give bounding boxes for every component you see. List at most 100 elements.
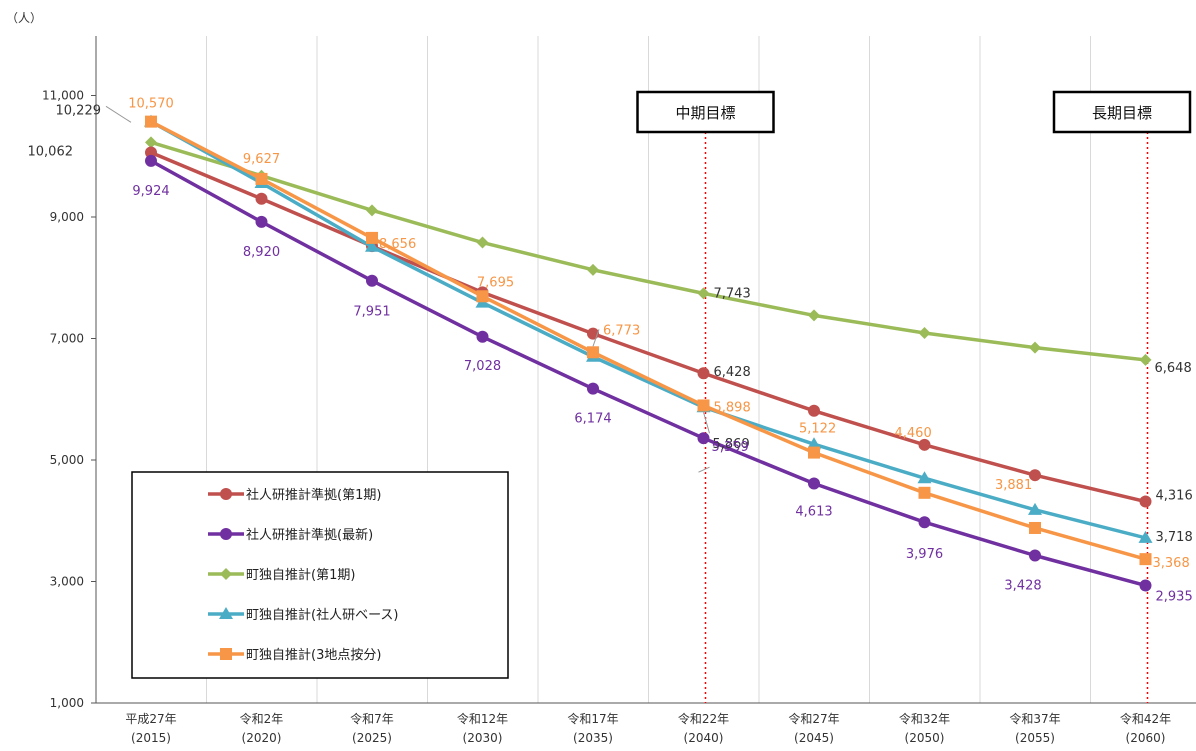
target-label: 長期目標 [1092, 104, 1152, 122]
x-tick-label: 令和32年 [899, 711, 950, 726]
axes: 1,000 3,000 5,000 7,000 9,000 11,000 平成27年 (201… [42, 36, 1196, 745]
data-point [145, 136, 157, 149]
legend-label: 町独自推計(3地点按分) [246, 647, 381, 663]
series-line [150, 159, 1146, 588]
legend-marker [220, 488, 232, 500]
series-line [150, 120, 1146, 561]
data-point [1139, 353, 1152, 366]
legend: 社人研推計準拠(第1期) 社人研推計準拠(最新) 町独自推計(第1期) 町独自推計(社… [131, 471, 509, 679]
data-label: 7,951 [353, 305, 390, 320]
data-label: 6,773 [603, 323, 640, 338]
data-point [918, 438, 931, 451]
data-label: 7,028 [464, 359, 501, 374]
data-point [365, 239, 379, 252]
series-line [150, 120, 1146, 540]
data-point [1029, 549, 1041, 562]
data-point [587, 382, 599, 395]
x-tick-year: (2015) [131, 731, 171, 745]
x-tick-label: 平成27年 [125, 712, 176, 726]
data-point [366, 274, 378, 287]
data-label: 6,174 [574, 412, 611, 427]
data-point [697, 432, 710, 445]
data-point [807, 437, 821, 450]
data-point [1029, 341, 1041, 354]
grid [206, 36, 1091, 703]
y-tick-label: 1,000 [50, 696, 84, 710]
data-label: 3,881 [995, 478, 1032, 493]
x-tick-year: (2045) [794, 731, 834, 745]
data-label: 10,062 [28, 144, 74, 159]
leader-line [105, 105, 132, 123]
data-point [697, 399, 710, 412]
data-label: 10,229 [56, 103, 102, 118]
data-label: 5,122 [799, 422, 836, 437]
series-4 [145, 115, 1152, 566]
data-point [255, 192, 268, 205]
legend-label: 町独自推計(社人研ベース) [246, 607, 399, 623]
x-tick-label: 令和17年 [567, 711, 618, 726]
data-point [918, 486, 931, 499]
data-label: 5,898 [714, 400, 751, 415]
x-tick-label: 令和12年 [457, 711, 508, 726]
data-point [1028, 502, 1042, 515]
x-tick-label: 令和42年 [1120, 711, 1171, 726]
data-point [808, 309, 820, 322]
data-point [697, 287, 710, 300]
data-point [587, 346, 599, 359]
data-label: 7,743 [714, 286, 751, 301]
data-label: 5,359 [712, 440, 749, 455]
data-label: 6,648 [1155, 361, 1192, 376]
y-tick-label: 5,000 [50, 453, 84, 467]
target-label: 中期目標 [675, 104, 735, 122]
series-lines [144, 114, 1153, 592]
x-tick-label: 令和37年 [1009, 711, 1060, 726]
y-unit-label: （人） [6, 11, 42, 25]
legend-label: 社人研推計準拠(最新) [246, 527, 373, 543]
legend-box [131, 471, 509, 679]
series-1 [145, 154, 1152, 592]
data-label: 6,428 [714, 365, 751, 380]
data-point [1139, 553, 1152, 566]
series-line [150, 140, 1146, 362]
data-label: 7,695 [477, 275, 514, 290]
x-tick-year: (2050) [905, 731, 945, 745]
legend-label: 社人研推計準拠(第1期) [246, 487, 381, 503]
data-point [917, 471, 932, 484]
data-point [476, 330, 489, 343]
series-2 [145, 136, 1152, 366]
legend-marker [220, 648, 232, 660]
data-label: 4,613 [795, 505, 832, 520]
legend-marker [220, 528, 232, 540]
leader-line [703, 412, 710, 434]
data-point [808, 446, 820, 459]
data-label: 2,935 [1156, 589, 1193, 604]
data-label: 8,656 [379, 237, 416, 252]
x-tick-year: (2040) [684, 731, 724, 745]
data-point [1029, 469, 1041, 482]
x-tick-year: (2060) [1126, 731, 1166, 745]
data-point [1139, 495, 1152, 508]
data-label: 10,570 [128, 97, 174, 112]
data-labels: 10,570 10,229 10,062 9,924 9,627 8,920 8,656 7,… [28, 97, 1193, 605]
data-label: 8,920 [243, 245, 280, 260]
leader-line [592, 329, 600, 347]
data-label: 3,976 [906, 547, 943, 562]
data-label: 5,869 [713, 437, 750, 452]
x-tick-year: (2020) [242, 731, 282, 745]
data-point [145, 115, 157, 128]
data-point [587, 263, 599, 276]
data-label: 3,718 [1156, 530, 1193, 545]
target-box [636, 90, 775, 134]
legend-marker [219, 607, 233, 619]
y-tick-label: 11,000 [42, 89, 84, 103]
data-label: 3,428 [1004, 578, 1041, 593]
x-tick-label: 令和2年 [240, 711, 284, 726]
x-tick-year: (2025) [352, 731, 392, 745]
data-point [476, 290, 489, 303]
data-point [1029, 521, 1041, 534]
data-point [366, 231, 378, 244]
data-point [1138, 530, 1153, 543]
leader-line [698, 466, 710, 473]
target-annotations: 中期目標 長期目標 [636, 90, 1192, 703]
